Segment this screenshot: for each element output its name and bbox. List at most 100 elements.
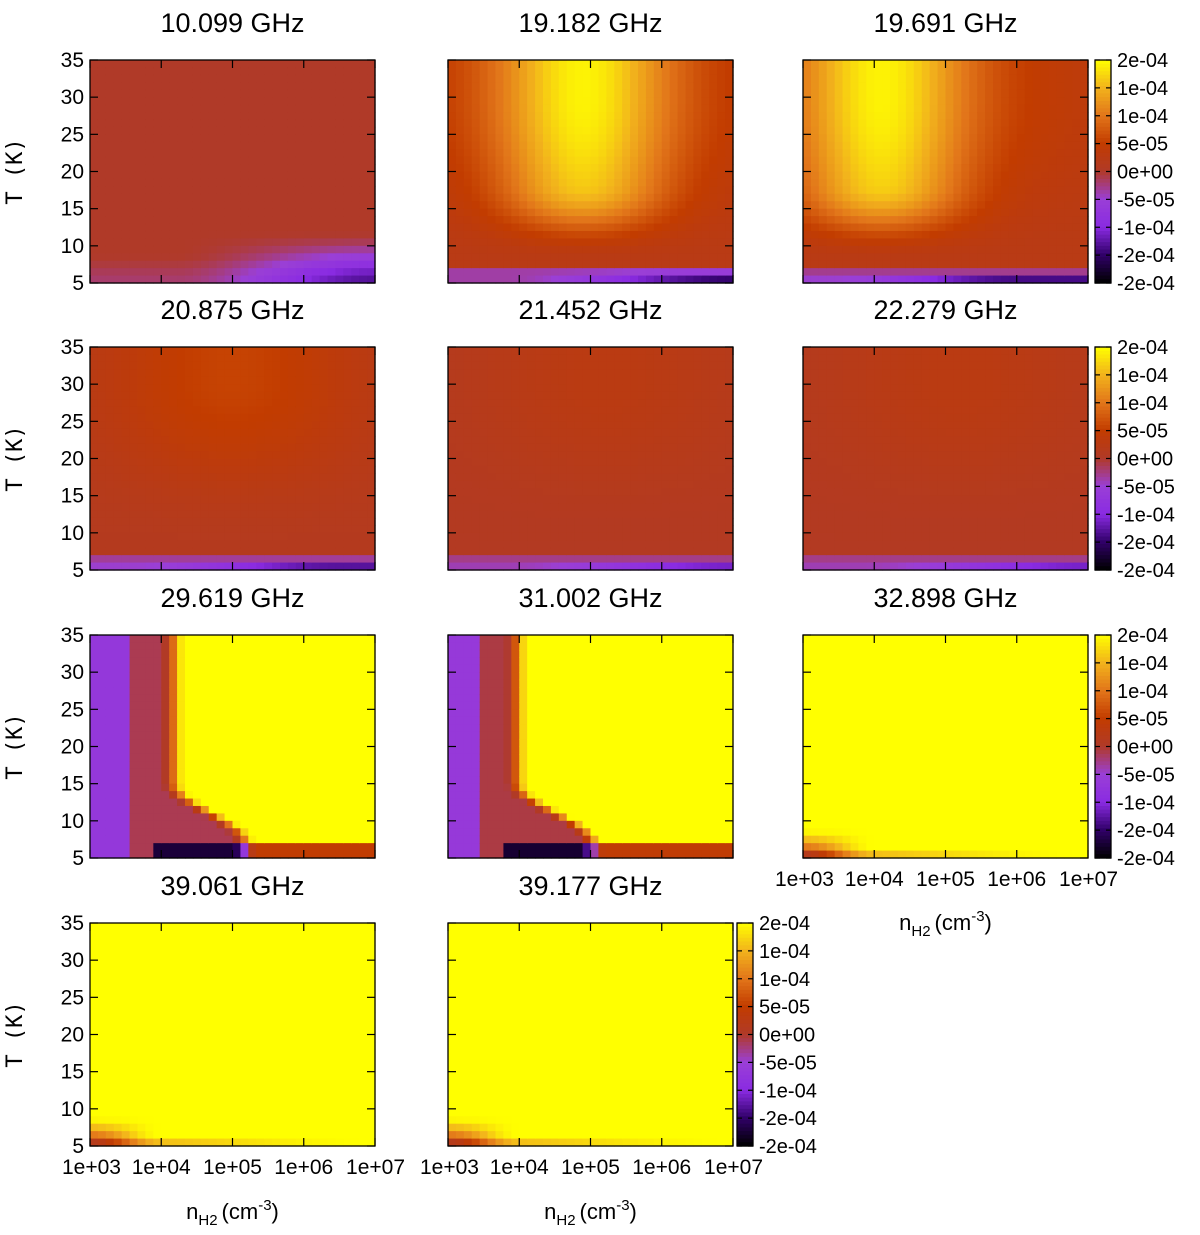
heatmap-cell: [558, 126, 568, 135]
heatmap-cell: [495, 60, 505, 69]
heatmap-cell: [969, 268, 978, 277]
heatmap-cell: [327, 488, 337, 497]
heatmap-cell: [448, 503, 457, 512]
heatmap-cell: [543, 354, 552, 363]
heatmap-cell: [1064, 238, 1073, 247]
heatmap-cell: [216, 503, 226, 512]
heatmap-cell: [90, 89, 99, 98]
heatmap-cell: [479, 74, 489, 83]
heatmap-cell: [527, 67, 536, 76]
heatmap-cell: [890, 253, 899, 262]
heatmap-cell: [129, 201, 139, 210]
heatmap-cell: [503, 413, 512, 422]
heatmap-cell: [953, 208, 962, 217]
heatmap-cell: [224, 178, 234, 187]
heatmap-cell: [558, 275, 568, 284]
heatmap-cell: [121, 413, 131, 422]
heatmap-cell: [367, 208, 376, 217]
heatmap-cell: [495, 540, 505, 549]
heatmap-cell: [192, 525, 202, 534]
heatmap-cell: [192, 347, 202, 356]
heatmap-cell: [717, 134, 726, 143]
heatmap-cell: [495, 547, 505, 556]
heatmap-cell: [327, 428, 337, 437]
heatmap-cell: [929, 60, 939, 69]
heatmap-cell: [969, 171, 978, 180]
heatmap-cell: [945, 119, 955, 128]
heatmap-cell: [661, 89, 671, 98]
heatmap-cell: [866, 201, 875, 210]
colorbar-tick-label: 1e-04: [1117, 106, 1168, 128]
heatmap-cell: [937, 112, 947, 121]
heatmap-cell: [913, 97, 923, 106]
heatmap-cell: [463, 436, 473, 445]
heatmap-cell: [527, 555, 536, 564]
heatmap-cell: [842, 97, 852, 106]
heatmap-cell: [693, 149, 702, 158]
heatmap-cell: [1016, 134, 1026, 143]
heatmap-cell: [295, 421, 305, 430]
heatmap-cell: [582, 275, 592, 284]
heatmap-cell: [359, 275, 368, 284]
heatmap-cell: [343, 413, 352, 422]
heatmap-cell: [677, 156, 687, 165]
heatmap-cell: [1064, 119, 1073, 128]
heatmap-cell: [343, 562, 352, 571]
heatmap-cell: [535, 413, 544, 422]
heatmap-cell: [550, 443, 560, 452]
heatmap-cell: [519, 458, 528, 467]
heatmap-cell: [1032, 156, 1042, 165]
heatmap-cell: [622, 238, 631, 247]
heatmap-cell: [97, 517, 107, 526]
colorbar-segment: [1095, 260, 1111, 266]
heatmap-cell: [913, 149, 923, 158]
heatmap-cell: [121, 495, 131, 504]
heatmap-cell: [921, 201, 931, 210]
heatmap-cell: [1008, 67, 1018, 76]
heatmap-cell: [842, 74, 852, 83]
heatmap-cell: [937, 208, 947, 217]
heatmap-cell: [527, 275, 536, 284]
heatmap-cell: [216, 562, 226, 571]
heatmap-cell: [224, 562, 234, 571]
heatmap-cell: [905, 216, 915, 225]
heatmap-cell: [1032, 119, 1042, 128]
heatmap-cell: [527, 112, 536, 121]
heatmap-cell: [701, 126, 710, 135]
heatmap-cell: [969, 245, 978, 254]
heatmap-cell: [311, 436, 321, 445]
heatmap-cell: [511, 443, 520, 452]
heatmap-cell: [192, 458, 202, 467]
heatmap-cell: [487, 178, 497, 187]
heatmap-cell: [645, 230, 655, 239]
heatmap-cell: [653, 238, 663, 247]
heatmap-cell: [455, 488, 465, 497]
heatmap-cell: [153, 532, 162, 541]
heatmap-cell: [463, 384, 473, 393]
heatmap-cell: [145, 216, 154, 225]
heatmap-cell: [479, 413, 489, 422]
heatmap-cell: [953, 74, 962, 83]
heatmap-cell: [550, 201, 560, 210]
heatmap-cell: [145, 503, 154, 512]
colorbar-segment: [1095, 249, 1111, 254]
heatmap-cell: [295, 164, 305, 173]
heatmap-cell: [105, 67, 115, 76]
heatmap-cell: [503, 436, 512, 445]
heatmap-cell: [921, 112, 931, 121]
heatmap-cell: [161, 495, 170, 504]
heatmap-cell: [105, 164, 115, 173]
heatmap-cell: [842, 178, 852, 187]
heatmap-cell: [826, 97, 836, 106]
heatmap-cell: [1008, 260, 1018, 269]
heatmap-cell: [319, 451, 329, 460]
heatmap-cell: [866, 223, 875, 232]
heatmap-cell: [137, 413, 147, 422]
heatmap-cell: [240, 67, 249, 76]
heatmap-cell: [256, 503, 265, 512]
heatmap-cell: [121, 178, 131, 187]
heatmap-cell: [622, 193, 631, 202]
heatmap-cell: [921, 208, 931, 217]
heatmap-cell: [216, 555, 226, 564]
heatmap-cell: [351, 134, 360, 143]
